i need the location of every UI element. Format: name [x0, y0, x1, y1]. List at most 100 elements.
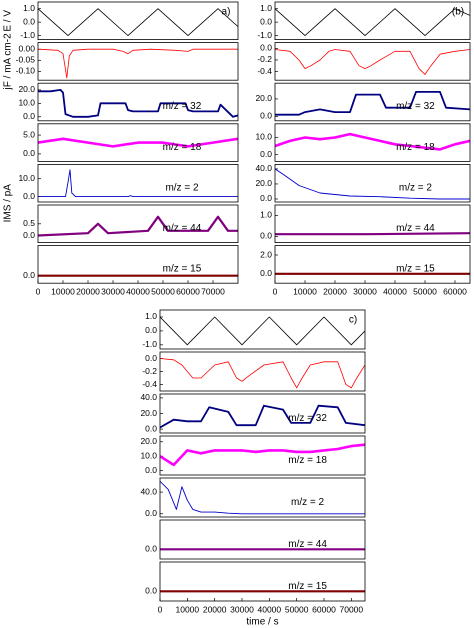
- trace: [275, 91, 470, 116]
- y-tick-label: 0.5: [23, 218, 35, 228]
- y-axis-label: jF / mA cm-2: [3, 33, 14, 91]
- y-tick-label: -1.0: [142, 339, 157, 349]
- annotation: m/z = 18: [288, 455, 327, 466]
- trace: [275, 168, 470, 200]
- annotation: m/z = 32: [163, 101, 202, 112]
- annotation: m/z = 32: [288, 413, 327, 424]
- y-tick-label: 20.0: [255, 93, 272, 103]
- y-tick-label: 0.0: [260, 231, 272, 241]
- plot-frame: [159, 393, 366, 434]
- y-tick-label: -1.0: [257, 30, 272, 40]
- plot-frame: [274, 82, 471, 122]
- y-tick-label: 0.0: [145, 353, 157, 363]
- annotation: m/z = 44: [288, 539, 327, 550]
- y-tick-label: 40.0: [255, 163, 272, 173]
- y-tick-label: -0.2: [257, 54, 272, 64]
- x-tick-label: 20000: [323, 286, 347, 296]
- plot-frame: [274, 163, 471, 203]
- y-tick-label: 0.0: [145, 544, 157, 554]
- y-tick-label: -0.4: [142, 379, 157, 389]
- trace: [275, 49, 470, 75]
- y-tick-label: 0.0: [23, 16, 35, 26]
- y-tick-label: 0.0: [260, 111, 272, 121]
- y-tick-label: 1.0: [23, 3, 35, 13]
- plot-frame: [159, 477, 366, 518]
- plot-frame: [274, 42, 471, 81]
- y-tick-label: 0.0: [145, 423, 157, 433]
- trace: [38, 89, 238, 118]
- trace: [38, 137, 238, 148]
- y-axis-label: E / V: [3, 10, 14, 32]
- y-tick-label: 0.0: [260, 268, 272, 278]
- y-tick-label: 20.0: [140, 436, 157, 446]
- annotation: m/z = 2: [399, 182, 433, 193]
- x-tick-label: 50000: [285, 604, 309, 614]
- x-tick-label: 0: [273, 286, 278, 296]
- x-tick-label: 10000: [176, 604, 200, 614]
- panel-label: (b): [452, 7, 464, 18]
- annotation: m/z = 32: [396, 101, 435, 112]
- y-tick-label: 0.0: [145, 325, 157, 335]
- y-tick-label: 0.00: [18, 43, 35, 53]
- trace: [275, 132, 470, 151]
- y-tick-label: 0.0: [260, 193, 272, 203]
- y-tick-label: 40.0: [140, 486, 157, 496]
- y-tick-label: -0.4: [257, 66, 272, 76]
- x-tick-label: 40000: [383, 286, 407, 296]
- x-tick-label: 20000: [203, 604, 227, 614]
- x-tick-label: 50000: [413, 286, 437, 296]
- trace: [38, 169, 238, 198]
- plot-frame: [159, 561, 366, 602]
- x-tick-label: 30000: [230, 604, 254, 614]
- y-tick-label: 0.0: [23, 191, 35, 201]
- trace: [160, 443, 365, 467]
- plot-frame: [159, 351, 366, 392]
- x-tick-label: 60000: [312, 604, 336, 614]
- y-tick-label: 0.0: [145, 508, 157, 518]
- panel-label: c): [349, 315, 357, 326]
- plot-frame: [37, 163, 239, 203]
- trace: [160, 316, 365, 346]
- x-tick-label: 0: [36, 286, 41, 296]
- x-tick-label: 60000: [443, 286, 467, 296]
- annotation: m/z = 15: [396, 264, 435, 275]
- plot-frame: [274, 1, 471, 40]
- plot-frame: [37, 204, 239, 243]
- y-tick-label: 10.0: [18, 98, 35, 108]
- plot-frame: [37, 42, 239, 81]
- trace: [38, 8, 238, 36]
- annotation: m/z = 44: [163, 223, 202, 234]
- y-tick-label: 40.0: [140, 392, 157, 402]
- plot-frame: [37, 123, 239, 162]
- annotation: m/z = 18: [396, 142, 435, 153]
- annotation: m/z = 15: [163, 264, 202, 275]
- x-tick-label: 10000: [293, 286, 317, 296]
- y-tick-label: 1.0: [260, 3, 272, 13]
- x-tick-label: 40000: [258, 604, 282, 614]
- y-tick-label: 10.0: [18, 173, 35, 183]
- y-tick-label: -0.2: [142, 366, 157, 376]
- plot-frame: [159, 519, 366, 560]
- y-tick-label: 10.0: [140, 450, 157, 460]
- annotation: m/z = 2: [291, 497, 325, 508]
- x-tick-label: 10000: [51, 286, 75, 296]
- plot-frame: [274, 204, 471, 243]
- plot-frame: [37, 245, 239, 284]
- y-tick-label: 0.0: [145, 586, 157, 596]
- y-axis-label: IMS / pA: [3, 184, 14, 223]
- annotation: m/z = 44: [396, 223, 435, 234]
- plot-frame: [274, 123, 471, 162]
- trace: [275, 232, 470, 236]
- trace: [160, 480, 365, 515]
- x-tick-label: 60000: [176, 286, 200, 296]
- annotation: m/z = 15: [288, 581, 327, 592]
- y-tick-label: 0.0: [23, 148, 35, 158]
- y-tick-label: 2.0: [260, 249, 272, 259]
- y-tick-label: 0.0: [260, 16, 272, 26]
- y-tick-label: 20.0: [18, 84, 35, 94]
- annotation: m/z = 2: [165, 182, 199, 193]
- plot-frame: [37, 82, 239, 122]
- plot-frame: [274, 245, 471, 284]
- y-tick-label: 0.0: [260, 43, 272, 53]
